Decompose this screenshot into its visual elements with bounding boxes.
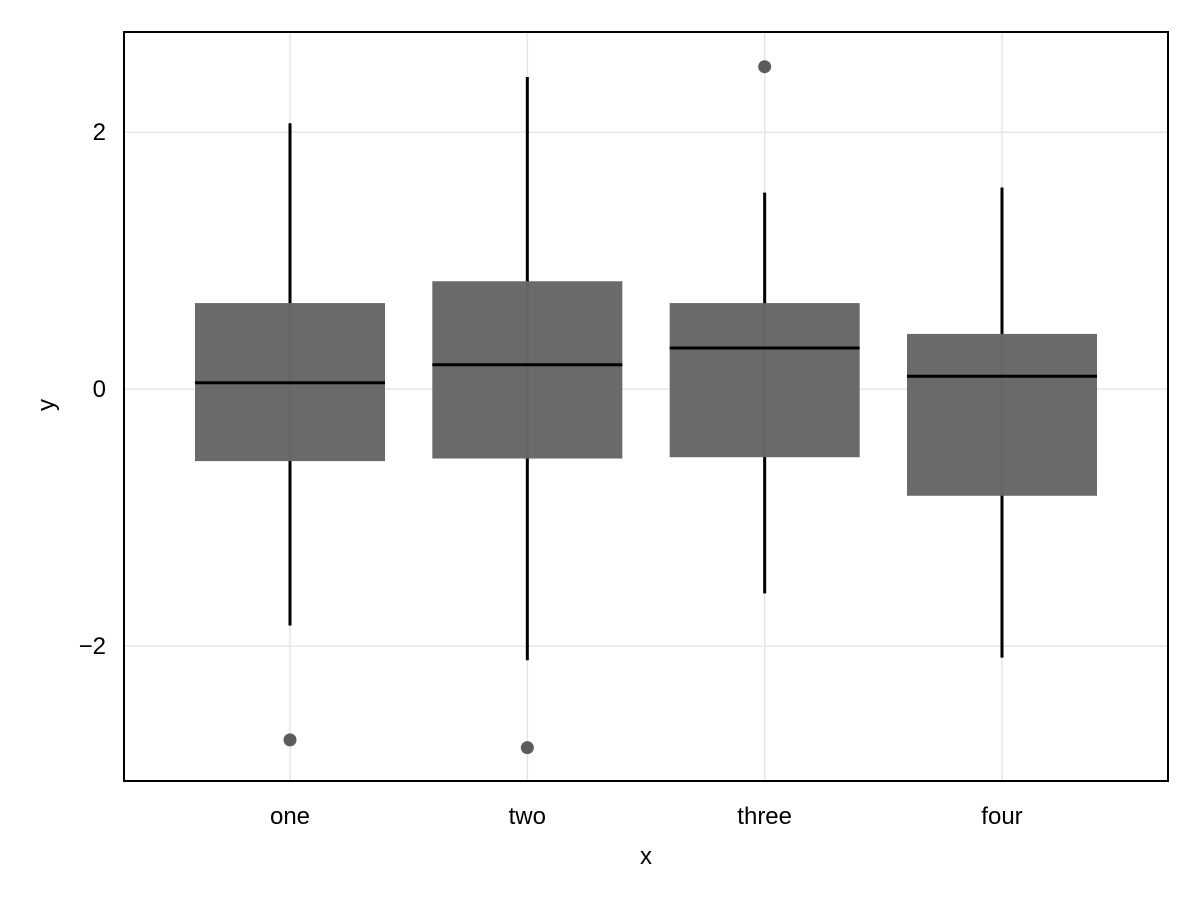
x-tick-label: two	[509, 803, 546, 830]
box	[432, 281, 623, 459]
tick-layer: −2 0 2 one two three four	[79, 119, 1023, 830]
y-axis-label: y	[33, 399, 60, 411]
frame-layer	[123, 31, 1169, 782]
x-axis-label: x	[640, 843, 652, 870]
box	[669, 303, 860, 458]
outlier-point	[283, 733, 297, 747]
x-tick-label: four	[981, 803, 1022, 830]
box	[906, 333, 1097, 496]
outlier-point	[758, 60, 772, 74]
y-tick-label: 0	[93, 376, 106, 403]
y-tick-label: 2	[93, 119, 106, 146]
x-tick-label: one	[270, 803, 310, 830]
box-layer	[195, 60, 1097, 755]
outlier-point	[520, 741, 534, 755]
box-group-two	[432, 76, 623, 755]
x-tick-label: three	[737, 803, 792, 830]
box-group-one	[195, 123, 385, 747]
plot-frame	[123, 31, 1169, 782]
box-group-four	[906, 187, 1097, 658]
y-tick-label: −2	[79, 633, 106, 660]
box-group-three	[669, 60, 860, 594]
